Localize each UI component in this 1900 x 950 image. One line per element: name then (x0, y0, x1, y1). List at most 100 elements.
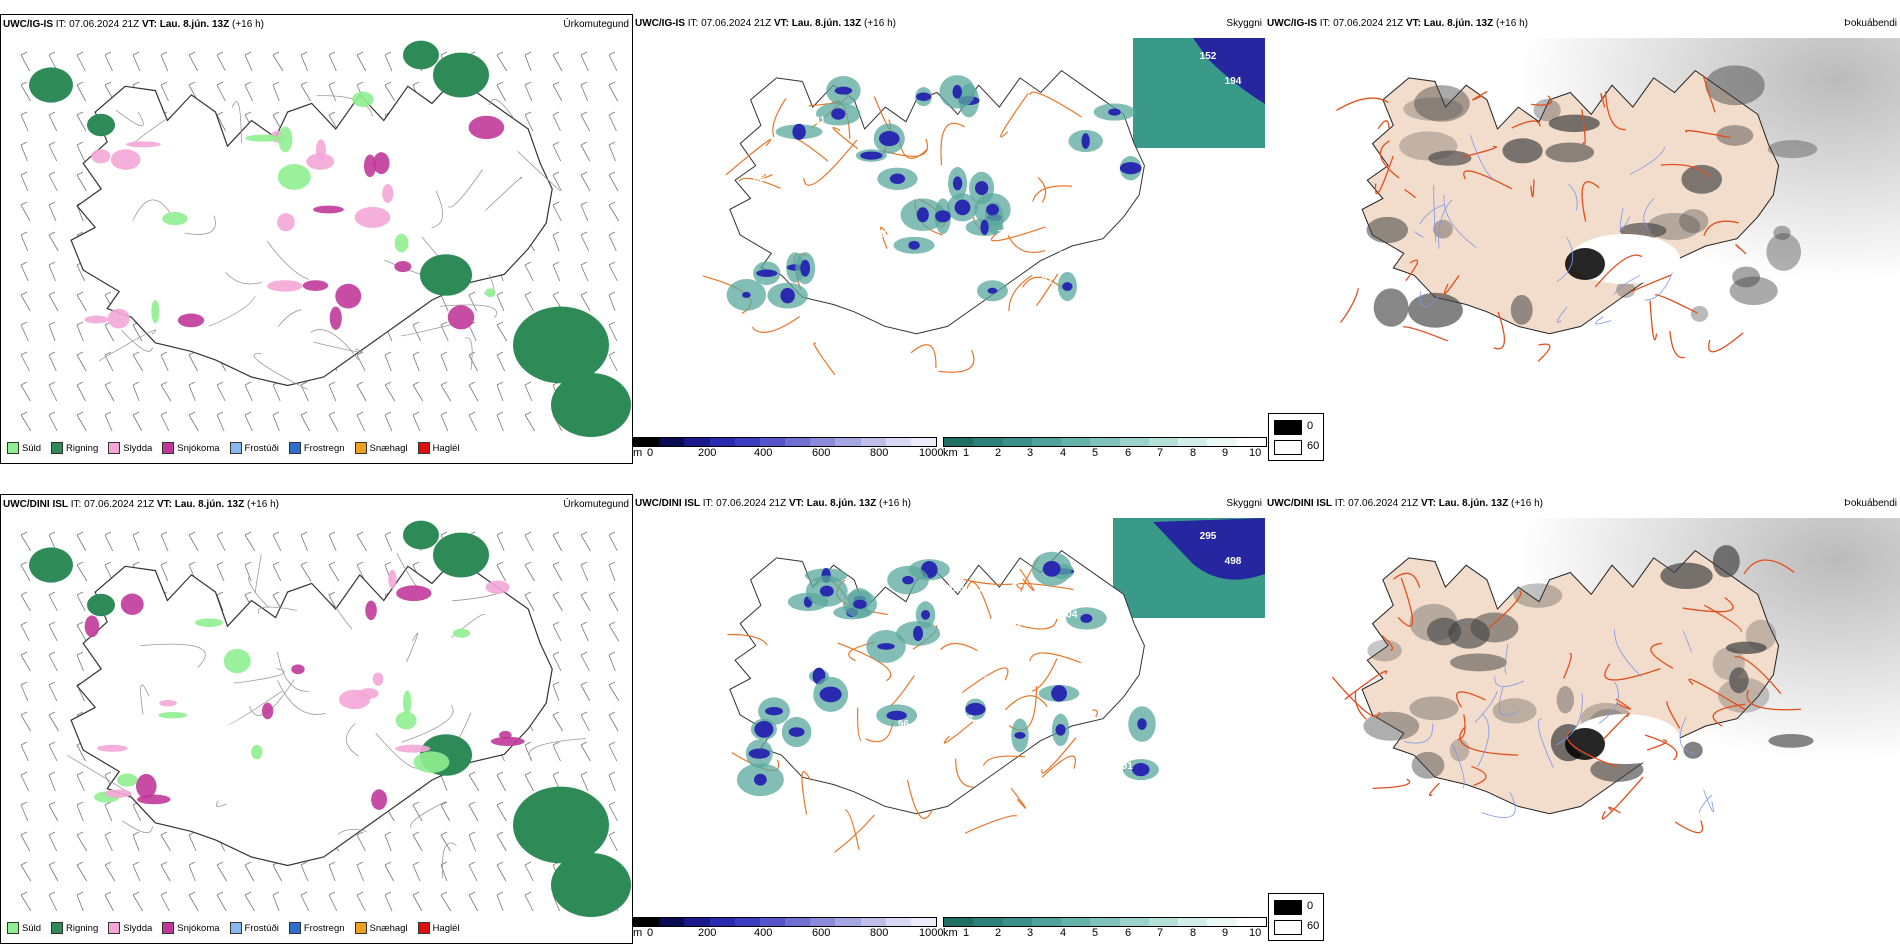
ramp-step (1178, 438, 1208, 446)
sky-value-label: 86 (849, 295, 861, 306)
height-ramp (633, 917, 937, 927)
sky-value-label: 17 (1042, 209, 1054, 220)
precip-legend: Súld Rigning Slydda Snjókoma Frostúði Fr… (5, 441, 462, 455)
sky-value-label: 12 (1011, 249, 1023, 260)
sky-value-label: 295 (1200, 531, 1217, 542)
precip-type-map (20, 520, 631, 917)
panel-title: UWC/IG-IS IT: 07.06.2024 21Z VT: Lau. 8.… (635, 18, 896, 29)
legend-swatch (162, 442, 175, 454)
fog-legend-light-label: 60 (1307, 440, 1320, 452)
legend-item: Haglél (417, 922, 460, 934)
fog-legend-row1: 0 60 (1268, 413, 1324, 461)
fog-panel-row1: UWC/IG-IS IT: 07.06.2024 21Z VT: Lau. 8.… (1265, 14, 1900, 464)
ramp-step (1119, 438, 1149, 446)
tick-label: 1 (963, 927, 970, 939)
sky-map: 152 194 70 81 113 12 81 76 265 86 79 108 105 185 86 17 (702, 38, 1265, 376)
tick-label: 7 (1157, 927, 1164, 939)
tick-label: 400 (754, 927, 773, 939)
legend-item: Snjókoma (162, 442, 220, 454)
legend-item: Frostúði (229, 442, 279, 454)
tick-label: 9 (1222, 447, 1229, 459)
legend-swatch (7, 442, 19, 454)
tick-label: 8 (1190, 927, 1197, 939)
height-unit: m (633, 447, 643, 459)
sky-value-label: 194 (1225, 76, 1242, 87)
ramp-step (1236, 438, 1266, 446)
fog-legend-dark (1274, 900, 1302, 915)
panel-title: UWC/DINI ISL IT: 07.06.2024 21Z VT: Lau.… (1267, 498, 1543, 509)
iceland-outline (729, 69, 1145, 335)
fog-panel-row2: UWC/DINI ISL IT: 07.06.2024 21Z VT: Lau.… (1265, 494, 1900, 944)
iceland-outline (1361, 549, 1780, 815)
legend-item: Slydda (108, 442, 152, 454)
sky-value-label: 113 (1046, 154, 1063, 165)
sky-value-label: 110 (1005, 624, 1022, 635)
sky-value-label: 96 (898, 719, 910, 730)
tick-label: 5 (1092, 447, 1099, 459)
ramp-step (860, 438, 886, 446)
fog-legend-light-label: 60 (1307, 920, 1320, 932)
legend-swatch (354, 922, 367, 934)
iceland-outline (729, 549, 1145, 815)
sky-value-label: 81 (814, 115, 826, 126)
ramp-step (1207, 438, 1237, 446)
legend-item: Rigning (51, 442, 98, 454)
ramp-step (810, 438, 836, 446)
sky-value-label: 76 (998, 229, 1010, 240)
ramp-step (944, 918, 974, 926)
tick-label: 0 (647, 447, 654, 459)
low-cloud-area (1193, 38, 1265, 104)
sky-value-label: 79 (987, 156, 999, 167)
tick-label: 200 (698, 447, 717, 459)
ramp-step (659, 918, 685, 926)
sky-value-label: 77 (984, 675, 996, 686)
fog-legend-dark-label: 0 (1307, 900, 1314, 912)
ramp-step (835, 438, 861, 446)
sky-value-label: 86 (753, 173, 765, 184)
fog-map (1265, 38, 1900, 444)
legend-swatch (108, 922, 121, 934)
ramp-step (910, 918, 937, 926)
tick-label: 1 (963, 447, 970, 459)
legend-item: Súld (7, 442, 41, 454)
panel-title: UWC/IG-IS IT: 07.06.2024 21Z VT: Lau. 8.… (3, 19, 264, 30)
ramp-step (1090, 918, 1120, 926)
tick-label: 800 (870, 447, 889, 459)
sky-value-label: 88 (889, 756, 901, 767)
ramp-step (944, 438, 974, 446)
precip-type-panel-row2: UWC/DINI ISL IT: 07.06.2024 21Z VT: Lau.… (0, 494, 633, 944)
legend-item: Slydda (108, 922, 152, 934)
height-unit: m (633, 927, 643, 939)
visibility-unit: km (943, 447, 958, 459)
sky-panel-row1: UWC/IG-IS IT: 07.06.2024 21Z VT: Lau. 8.… (633, 14, 1265, 464)
ramp-step (684, 438, 710, 446)
ramp-step (1119, 918, 1149, 926)
sky-value-label: 185 (748, 227, 765, 238)
legend-item: Frostregn (288, 922, 345, 934)
legend-item: Snæhagl (354, 442, 408, 454)
ramp-step (1061, 918, 1091, 926)
ramp-step (973, 438, 1003, 446)
visibility-unit: km (943, 927, 958, 939)
legend-swatch (7, 922, 19, 934)
ramp-step (1031, 918, 1062, 926)
fog-legend-row2: 0 60 (1268, 893, 1324, 941)
tick-label: 9 (1222, 927, 1229, 939)
legend-item: Snjókoma (162, 922, 220, 934)
fog-legend-light (1274, 440, 1302, 455)
ramp-step (734, 438, 760, 446)
tick-label: 200 (698, 927, 717, 939)
sky-value-label: 265 (1059, 250, 1076, 261)
precip-legend: Súld Rigning Slydda Snjókoma Frostúði Fr… (5, 921, 462, 935)
panel-name: Úrkomutegund (563, 499, 629, 510)
panel-title: UWC/DINI ISL IT: 07.06.2024 21Z VT: Lau.… (3, 499, 279, 510)
sky-value-label: 79 (834, 656, 846, 667)
ramp-step (1148, 918, 1179, 926)
ramp-step (734, 918, 760, 926)
tick-label: 3 (1027, 927, 1034, 939)
sky-value-label: 153 (978, 654, 995, 665)
panel-title: UWC/IG-IS IT: 07.06.2024 21Z VT: Lau. 8.… (1267, 18, 1528, 29)
ramp-step (759, 918, 786, 926)
sky-value-label: 40 (846, 638, 858, 649)
